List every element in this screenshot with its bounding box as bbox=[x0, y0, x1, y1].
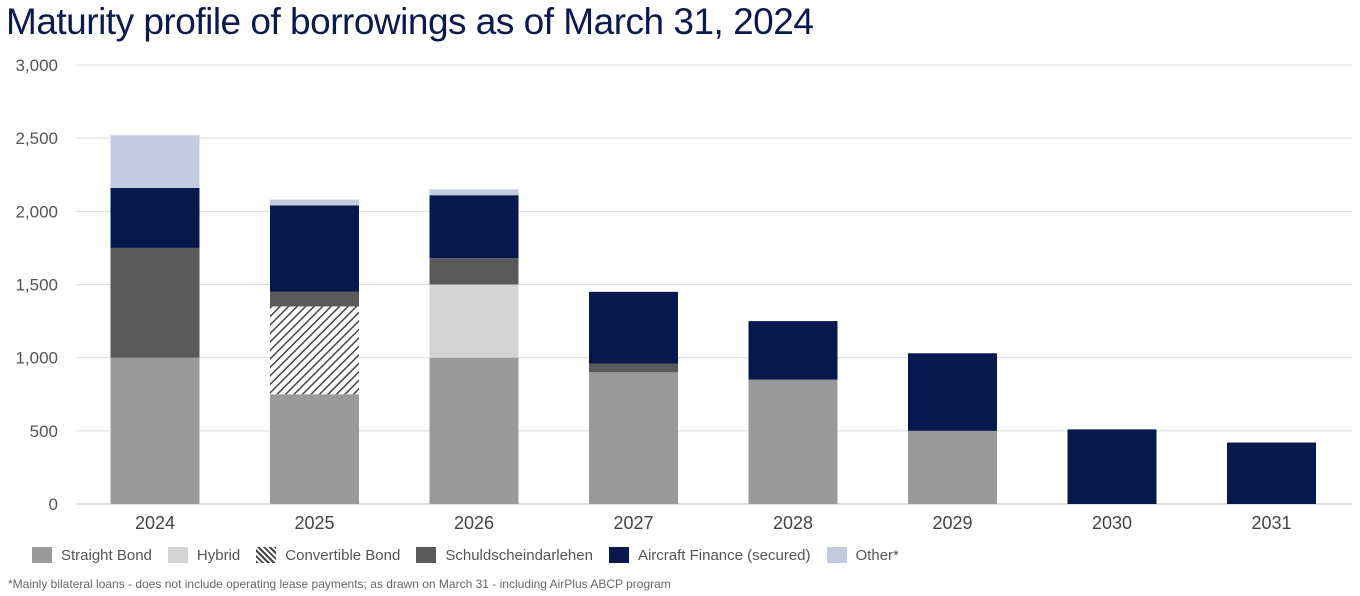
bar-segment bbox=[270, 205, 359, 292]
bar-segment bbox=[908, 430, 997, 504]
bar-segment bbox=[1227, 442, 1316, 504]
bar-segment bbox=[748, 321, 838, 380]
bar-segment bbox=[589, 291, 678, 364]
bar-segment bbox=[429, 357, 519, 504]
x-tick-label: 2029 bbox=[932, 513, 972, 533]
bar-segment bbox=[429, 258, 519, 285]
bar-segment bbox=[589, 363, 678, 373]
legend-item: Other* bbox=[826, 546, 899, 564]
bar-segment bbox=[908, 353, 997, 431]
gridlines bbox=[76, 64, 1352, 505]
x-tick-label: 2028 bbox=[773, 513, 813, 533]
legend-swatch bbox=[167, 547, 188, 563]
legend-swatch bbox=[32, 547, 52, 563]
y-tick-label: 2,500 bbox=[15, 129, 58, 148]
y-tick-label: 0 bbox=[49, 495, 58, 514]
legend-item: Convertible Bond bbox=[256, 547, 400, 564]
bar-segment bbox=[429, 195, 519, 259]
bar-segment bbox=[429, 189, 519, 196]
bar-segment bbox=[1067, 429, 1157, 504]
bar-segment bbox=[270, 199, 359, 206]
legend-swatch bbox=[608, 547, 629, 563]
bar-segment bbox=[270, 306, 359, 395]
bar-segment bbox=[748, 379, 838, 504]
bar-segment bbox=[270, 291, 359, 307]
bar-segment bbox=[110, 187, 200, 248]
x-axis-ticks: 2024 2025 2026 2027 2028 2029 2030 2031 bbox=[135, 513, 1292, 533]
y-tick-label: 1,500 bbox=[15, 276, 58, 295]
bar-segment bbox=[429, 284, 519, 358]
footnote: *Mainly bilateral loans - does not inclu… bbox=[8, 577, 671, 591]
chart-title: Maturity profile of borrowings as of Mar… bbox=[6, 1, 814, 42]
y-tick-label: 3,000 bbox=[15, 56, 58, 75]
legend-label: Straight Bond bbox=[61, 546, 152, 564]
legend-item: Aircraft Finance (secured) bbox=[608, 546, 811, 564]
legend-swatch bbox=[416, 547, 437, 563]
bar-segment bbox=[270, 394, 359, 504]
bar-segment bbox=[110, 135, 200, 188]
bar-segment bbox=[589, 372, 678, 504]
legend: Straight Bond Hybrid Convertible Bond Schul… bbox=[32, 544, 915, 566]
x-tick-label: 2027 bbox=[613, 513, 653, 533]
legend-item: Hybrid bbox=[167, 546, 241, 564]
y-tick-label: 500 bbox=[30, 422, 58, 441]
y-tick-label: 2,000 bbox=[15, 202, 58, 221]
legend-item: Straight Bond bbox=[32, 547, 152, 564]
x-tick-label: 2030 bbox=[1092, 513, 1132, 533]
bar-segment bbox=[110, 247, 200, 358]
legend-label: Convertible Bond bbox=[285, 546, 401, 564]
legend-label: Hybrid bbox=[196, 546, 241, 564]
x-tick-label: 2025 bbox=[294, 513, 334, 533]
x-tick-label: 2026 bbox=[454, 513, 494, 533]
x-tick-label: 2024 bbox=[135, 513, 175, 533]
x-tick-label: 2031 bbox=[1251, 513, 1291, 533]
legend-label: Other* bbox=[855, 546, 899, 564]
legend-label: Aircraft Finance (secured) bbox=[637, 546, 811, 564]
legend-label: Schuldscheindarlehen bbox=[445, 546, 593, 564]
legend-item: Schuldscheindarlehen bbox=[416, 547, 593, 564]
legend-swatch bbox=[256, 547, 277, 563]
bars bbox=[110, 135, 1316, 504]
y-axis-ticks: 0 500 1,000 1,500 2,000 2,500 3,000 bbox=[15, 56, 58, 514]
legend-swatch bbox=[826, 547, 847, 563]
bar-segment bbox=[110, 357, 200, 504]
y-tick-label: 1,000 bbox=[15, 349, 58, 368]
